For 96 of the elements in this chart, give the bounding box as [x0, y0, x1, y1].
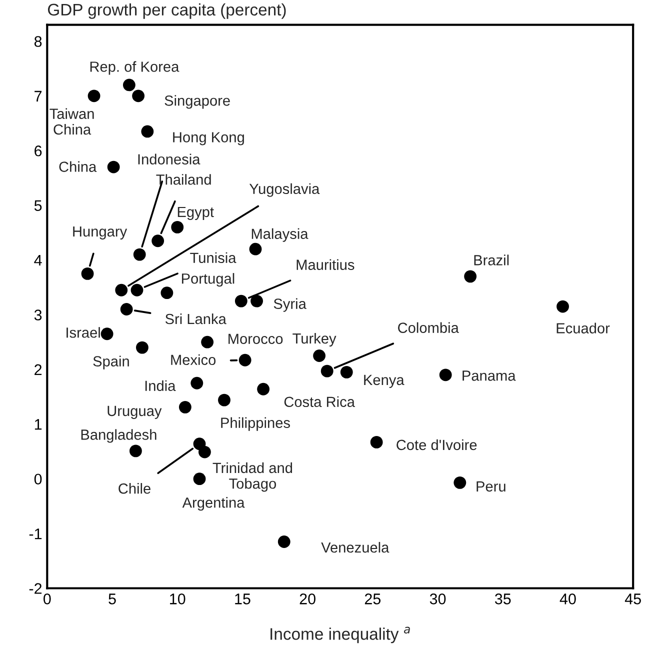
- point: [278, 536, 290, 548]
- annotation: Mauritius: [296, 259, 354, 270]
- annotation: Colombia: [398, 322, 459, 333]
- point: [129, 444, 142, 458]
- point: [198, 446, 211, 458]
- annotation: Turkey: [292, 332, 336, 347]
- annotation: Egypt: [178, 206, 214, 220]
- annotation: Singapore: [164, 95, 230, 109]
- x-axis-title: Income inequality $^{a}$: [270, 626, 410, 644]
- point: [439, 368, 452, 382]
- annotation: India: [145, 380, 176, 392]
- x-tick-label: 10: [170, 594, 186, 604]
- annotation: Indonesia: [138, 154, 200, 164]
- point: [160, 286, 174, 300]
- x-tick-label: 20: [300, 594, 316, 604]
- point: [100, 328, 114, 340]
- annotation: Brazil: [474, 254, 509, 266]
- annotation: Thailand: [156, 174, 211, 185]
- point: [340, 366, 353, 378]
- annotation: Mexico: [171, 354, 216, 366]
- x-tick-label: 35: [494, 594, 511, 604]
- point: [130, 284, 144, 296]
- point: [171, 220, 184, 234]
- point: [320, 364, 334, 378]
- point: [122, 78, 136, 92]
- point: [115, 284, 128, 296]
- y-tick-label: 1: [34, 419, 42, 430]
- x-tick-label: 5: [108, 594, 116, 604]
- point: [556, 300, 569, 313]
- x-tick-label: 15: [235, 594, 250, 604]
- point: [201, 336, 214, 348]
- y-tick-label: 8: [34, 36, 42, 47]
- annotation: Chile: [118, 483, 150, 494]
- x-tick-label: 25: [364, 594, 381, 604]
- point: [178, 400, 192, 414]
- point: [234, 294, 248, 308]
- annotation: Hungary: [73, 226, 128, 240]
- y-tick-label: 4: [34, 255, 42, 266]
- point: [218, 394, 230, 406]
- x-tick-label: 40: [560, 594, 576, 604]
- x-tick-label: 45: [624, 594, 641, 604]
- point: [152, 234, 164, 248]
- y-tick-label: 2: [34, 364, 42, 375]
- x-tick-label: 0: [44, 594, 51, 604]
- y-tick-label: 3: [34, 310, 42, 320]
- point: [193, 472, 206, 486]
- annotation: Syria: [274, 298, 306, 312]
- y-tick-label: 7: [34, 90, 42, 102]
- point: [249, 242, 262, 256]
- y-tick-label: 6: [34, 145, 42, 156]
- point: [136, 341, 148, 354]
- annotation: China: [59, 161, 97, 172]
- point: [464, 270, 477, 283]
- annotation: Uruguay: [108, 406, 162, 419]
- annotation: Malaysia: [252, 228, 308, 242]
- annotation: Costa Rica: [284, 396, 355, 408]
- annotation: Peru: [476, 481, 506, 492]
- annotation: Morocco: [228, 334, 283, 344]
- point: [132, 90, 145, 102]
- point: [190, 376, 204, 390]
- annotation: Spain: [93, 356, 129, 370]
- point: [133, 248, 146, 261]
- annotation: Argentina: [182, 497, 245, 511]
- point: [107, 160, 120, 174]
- annotation: Panama: [462, 370, 516, 381]
- annotation: Kenya: [364, 374, 404, 388]
- annotation: Tunisia: [190, 252, 236, 264]
- point: [257, 382, 270, 396]
- point: [454, 476, 466, 489]
- annotation: Rep. of Korea: [90, 61, 180, 75]
- annotation: Yugoslavia: [249, 183, 320, 197]
- y-axis-title: GDP growth per capita (percent): [48, 3, 286, 19]
- point: [81, 267, 94, 280]
- y-tick-label: 5: [34, 200, 42, 212]
- annotation: Bangladesh: [81, 429, 156, 443]
- annotation: Philippines: [221, 417, 290, 431]
- point: [250, 294, 263, 308]
- annotation: Ecuador: [556, 322, 610, 334]
- annotation: Hong Kong: [173, 132, 244, 146]
- annotation: Portugal: [182, 273, 234, 287]
- annotation: Taiwan China: [50, 108, 94, 135]
- point: [141, 125, 154, 138]
- y-tick-label: 0: [34, 474, 42, 485]
- point: [313, 350, 326, 362]
- y-tick-label: -2: [29, 583, 42, 594]
- point: [370, 436, 383, 448]
- annotation: Venezuela: [321, 542, 390, 553]
- annotation: Sri Lanka: [165, 313, 226, 324]
- point: [88, 90, 100, 102]
- point: [120, 303, 133, 316]
- annotation: Trinidad and Tobago: [212, 462, 292, 492]
- y-tick-label: -1: [29, 528, 42, 540]
- annotation: Israel: [66, 327, 100, 338]
- point: [238, 354, 252, 366]
- x-tick-label: 30: [430, 594, 446, 604]
- annotation: Cote d'Ivoire: [396, 439, 477, 450]
